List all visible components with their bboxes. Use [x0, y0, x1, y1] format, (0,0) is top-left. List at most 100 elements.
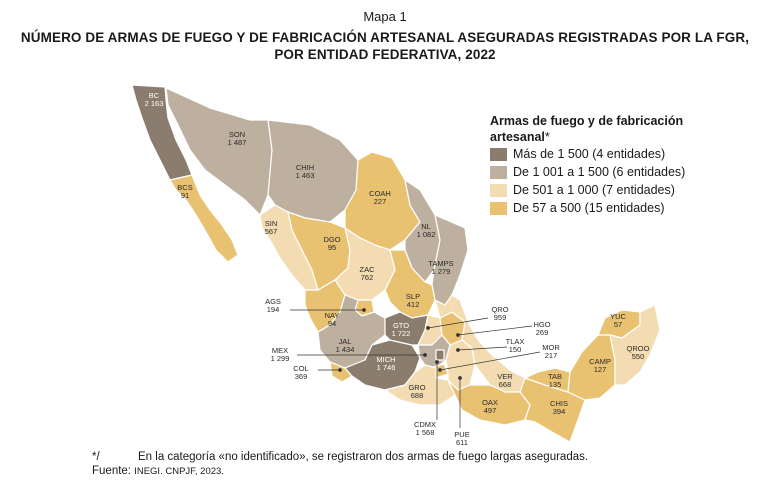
map-title: NÚMERO DE ARMAS DE FUEGO Y DE FABRICACIÓ… — [0, 29, 770, 63]
legend-item: De 1 001 a 1 500 (6 entidades) — [490, 163, 740, 181]
label-slp-name: SLP — [406, 292, 420, 301]
label-ver-name: VER — [497, 372, 513, 381]
label-son-value: 1 487 — [228, 138, 247, 147]
legend-title-line-1: Armas de fuego y de fabricación — [490, 114, 684, 128]
label-sin-name: SIN — [265, 219, 278, 228]
label-nl-name: NL — [421, 222, 431, 231]
state-labels: BC 2 163 SON 1 487 CHIH 1 463 COAH 227 B… — [145, 91, 650, 447]
legend-item: De 57 a 500 (15 entidades) — [490, 199, 740, 217]
legend-swatch — [490, 147, 507, 161]
leader-lines — [290, 308, 541, 428]
source-text: INEGI. CNPJF, 2023. — [134, 466, 224, 477]
label-gro-value: 688 — [411, 391, 424, 400]
footnote-mark: */ — [92, 451, 100, 463]
legend-footnote-mark: * — [544, 130, 550, 144]
state-gro — [384, 364, 456, 406]
label-zac-value: 762 — [361, 273, 374, 282]
label-yuc-name: YUC — [610, 312, 626, 321]
label-chih-name: CHIH — [296, 163, 314, 172]
label-gto-name: GTO — [393, 321, 409, 330]
state-son — [165, 87, 273, 216]
label-slp-value: 412 — [407, 300, 420, 309]
label-pue-value: 611 — [456, 438, 468, 447]
legend-title-line-2: artesanal — [490, 130, 545, 144]
label-mich-name: MICH — [376, 355, 395, 364]
state-camp — [567, 334, 616, 401]
label-qro-value: 959 — [494, 313, 507, 322]
footnote-text: En la categoría «no identificado», se re… — [138, 451, 589, 463]
label-tlax-name: TLAX — [506, 337, 525, 346]
legend-item-label: De 1 001 a 1 500 (6 entidades) — [513, 165, 686, 179]
label-ags-name: AGS — [265, 297, 281, 306]
label-dgo-name: DGO — [323, 235, 340, 244]
map-title-line-2: POR ENTIDAD FEDERATIVA, 2022 — [274, 47, 496, 62]
label-cdmx-value: 1 568 — [416, 428, 435, 437]
label-coah-value: 227 — [374, 197, 387, 206]
label-tab-value: 135 — [549, 380, 562, 389]
label-jal-name: JAL — [339, 337, 352, 346]
label-oax-value: 497 — [484, 406, 497, 415]
label-bc-value: 2 163 — [145, 99, 164, 108]
legend: Armas de fuego y de fabricación artesana… — [490, 113, 740, 217]
state-coah — [344, 151, 421, 251]
label-tamps-value: 1 279 — [432, 267, 451, 276]
label-mor-name: MOR — [542, 343, 560, 352]
label-bc-name: BC — [149, 91, 160, 100]
label-yuc-value: 57 — [614, 320, 622, 329]
label-ags-value: 194 — [267, 305, 280, 314]
label-hgo-value: 269 — [536, 328, 549, 337]
label-tamps-name: TAMPS — [428, 259, 453, 268]
label-bcs-name: BCS — [177, 183, 192, 192]
label-coah-name: COAH — [369, 189, 391, 198]
source: Fuente: INEGI. CNPJF, 2023. — [92, 464, 224, 479]
label-sin-value: 567 — [265, 227, 278, 236]
label-mor-value: 217 — [545, 351, 558, 360]
state-cdmx — [435, 349, 445, 361]
legend-swatch — [490, 165, 507, 179]
state-mich — [344, 339, 421, 391]
label-zac-name: ZAC — [360, 265, 376, 274]
state-col — [329, 361, 353, 383]
state-qroo — [609, 304, 661, 386]
label-gto-value: 1 722 — [392, 329, 411, 338]
footnote: */ En la categoría «no identificado», se … — [92, 450, 588, 465]
label-ver-value: 668 — [499, 380, 512, 389]
label-mex-name: MEX — [272, 346, 288, 355]
state-bcs — [169, 174, 239, 263]
label-tab-name: TAB — [548, 372, 562, 381]
label-col-name: COL — [293, 364, 308, 373]
map-number-label: Mapa 1 — [363, 9, 407, 24]
label-mex-value: 1 299 — [271, 354, 290, 363]
legend-swatch — [490, 183, 507, 197]
label-cdmx-name: CDMX — [414, 420, 436, 429]
label-oax-name: OAX — [482, 398, 498, 407]
label-qroo-value: 550 — [632, 352, 645, 361]
legend-item: Más de 1 500 (4 entidades) — [490, 145, 740, 163]
legend-item: De 501 a 1 000 (7 entidades) — [490, 181, 740, 199]
legend-item-label: Más de 1 500 (4 entidades) — [513, 147, 666, 161]
label-pue-name: PUE — [454, 430, 469, 439]
label-col-value: 369 — [295, 372, 308, 381]
label-hgo-name: HGO — [533, 320, 550, 329]
label-chis-value: 394 — [553, 407, 566, 416]
legend-item-label: De 501 a 1 000 (7 entidades) — [513, 183, 675, 197]
label-jal-value: 1 434 — [336, 345, 355, 354]
label-camp-name: CAMP — [589, 357, 611, 366]
label-nay-name: NAY — [325, 311, 340, 320]
label-chis-name: CHIS — [550, 399, 568, 408]
label-camp-value: 127 — [594, 365, 607, 374]
label-chih-value: 1 463 — [296, 171, 315, 180]
label-mich-value: 1 746 — [377, 363, 396, 372]
label-nl-value: 1 082 — [417, 230, 436, 239]
legend-item-label: De 57 a 500 (15 entidades) — [513, 201, 665, 215]
label-tlax-value: 150 — [509, 345, 522, 354]
label-dgo-value: 95 — [328, 243, 336, 252]
label-qro-name: QRO — [491, 305, 508, 314]
label-gro-name: GRO — [408, 383, 425, 392]
label-son-name: SON — [229, 130, 245, 139]
label-bcs-value: 91 — [181, 191, 189, 200]
label-nay-value: 94 — [328, 319, 336, 328]
map-title-line-1: NÚMERO DE ARMAS DE FUEGO Y DE FABRICACIÓ… — [20, 30, 750, 45]
legend-title: Armas de fuego y de fabricación artesana… — [490, 113, 740, 145]
